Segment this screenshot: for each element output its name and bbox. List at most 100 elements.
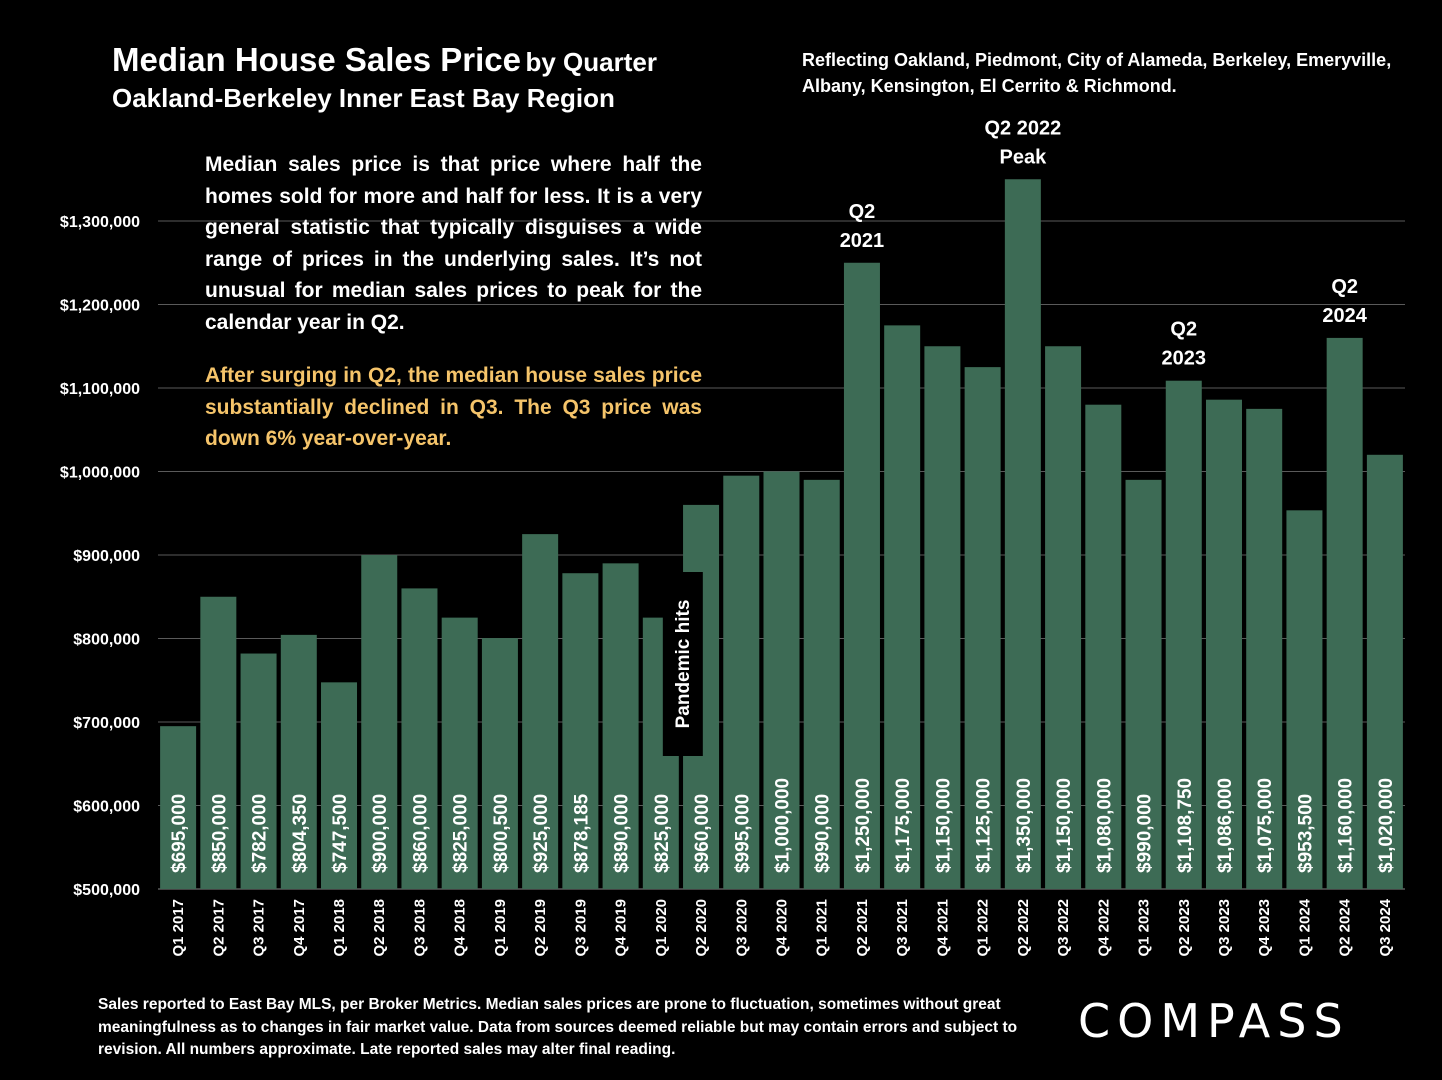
- data-label: $1,175,000: [893, 778, 914, 873]
- title-by: by Quarter: [525, 47, 657, 77]
- data-label: $878,185: [571, 793, 592, 873]
- bar: [200, 596, 237, 889]
- data-label: $825,000: [652, 794, 673, 873]
- data-label: $1,080,000: [1094, 778, 1115, 873]
- explanatory-note: Median sales price is that price where h…: [205, 149, 702, 477]
- peak-annotation: 2024: [1322, 305, 1367, 327]
- x-tick-label: Q1 2022: [975, 899, 992, 957]
- data-label: $1,350,000: [1014, 778, 1035, 873]
- data-label: $850,000: [209, 794, 230, 873]
- x-tick-label: Q4 2021: [934, 899, 951, 957]
- peak-annotation: Q2 2022: [984, 117, 1061, 139]
- data-label: $747,500: [330, 794, 351, 873]
- bar: [763, 471, 800, 889]
- x-tick-label: Q1 2023: [1136, 899, 1153, 957]
- x-tick-label: Q4 2020: [774, 899, 791, 957]
- bar: [1205, 399, 1242, 889]
- pandemic-callout-text: Pandemic hits: [673, 600, 694, 729]
- data-label: $900,000: [370, 794, 391, 873]
- x-tick-label: Q4 2017: [291, 899, 308, 957]
- y-tick-label: $1,200,000: [60, 298, 140, 315]
- bar: [321, 682, 358, 889]
- pandemic-callout-box: [662, 572, 703, 756]
- data-label: $1,086,000: [1215, 778, 1236, 873]
- bar: [1004, 179, 1041, 889]
- chart-subtitle: Oakland-Berkeley Inner East Bay Region: [112, 83, 615, 113]
- x-tick-label: Q2 2021: [854, 899, 871, 957]
- bar: [522, 534, 559, 889]
- bar: [1366, 454, 1403, 889]
- bar: [1246, 408, 1283, 889]
- x-tick-label: Q2 2024: [1337, 898, 1354, 956]
- data-label: $1,160,000: [1336, 778, 1357, 873]
- bar: [562, 573, 599, 889]
- x-tick-label: Q1 2019: [492, 899, 509, 957]
- x-tick-label: Q3 2022: [1055, 899, 1072, 957]
- y-tick-label: $1,100,000: [60, 381, 140, 398]
- x-tick-label: Q2 2019: [532, 899, 549, 957]
- x-tick-label: Q2 2023: [1176, 899, 1193, 957]
- data-label: $825,000: [451, 794, 472, 873]
- x-tick-label: Q2 2017: [210, 899, 227, 957]
- data-label: $1,075,000: [1255, 778, 1276, 873]
- data-label: $804,350: [290, 794, 311, 873]
- y-tick-label: $900,000: [73, 548, 140, 565]
- y-tick-label: $600,000: [73, 799, 140, 816]
- data-label: $995,000: [732, 794, 753, 873]
- x-tick-label: Q3 2021: [894, 899, 911, 957]
- data-label: $1,000,000: [773, 778, 794, 873]
- peak-annotation: Q2: [849, 201, 876, 223]
- data-label: $782,000: [250, 794, 271, 873]
- data-label: $990,000: [813, 794, 834, 873]
- data-label: $860,000: [410, 794, 431, 873]
- bar: [401, 588, 438, 889]
- bar: [481, 638, 518, 889]
- x-tick-label: Q4 2018: [452, 899, 469, 957]
- x-tick-label: Q1 2017: [170, 899, 187, 957]
- x-tick-label: Q3 2019: [572, 899, 589, 957]
- data-label: $890,000: [612, 794, 633, 873]
- peak-annotation: 2023: [1162, 348, 1207, 370]
- bar: [723, 475, 760, 889]
- x-tick-label: Q4 2019: [613, 899, 630, 957]
- bar: [843, 262, 880, 889]
- peak-annotation: Peak: [999, 146, 1047, 168]
- peak-annotation: 2021: [840, 230, 885, 252]
- bar: [803, 479, 840, 889]
- note-paragraph-1: Median sales price is that price where h…: [205, 153, 702, 334]
- y-tick-label: $800,000: [73, 632, 140, 649]
- bar: [1326, 337, 1363, 889]
- peak-annotation: Q2: [1331, 276, 1358, 298]
- bar: [240, 653, 277, 889]
- data-label: $990,000: [1135, 794, 1156, 873]
- x-tick-label: Q3 2020: [733, 899, 750, 957]
- x-tick-label: Q1 2020: [653, 899, 670, 957]
- bar: [361, 555, 398, 889]
- data-label: $960,000: [692, 794, 713, 873]
- x-tick-label: Q3 2018: [411, 899, 428, 957]
- y-tick-label: $700,000: [73, 715, 140, 732]
- bar: [1125, 479, 1162, 889]
- y-tick-label: $1,300,000: [60, 214, 140, 231]
- bar: [884, 325, 921, 889]
- x-tick-label: Q1 2021: [814, 899, 831, 957]
- x-tick-label: Q4 2022: [1095, 899, 1112, 957]
- x-tick-label: Q2 2020: [693, 899, 710, 957]
- data-label: $1,108,750: [1175, 778, 1196, 873]
- data-label: $1,125,000: [974, 778, 995, 873]
- x-tick-label: Q3 2024: [1377, 898, 1394, 956]
- bar: [1165, 380, 1202, 889]
- bar: [160, 726, 197, 889]
- x-tick-label: Q4 2023: [1256, 899, 1273, 957]
- bar: [602, 563, 639, 889]
- data-label: $1,150,000: [1054, 778, 1075, 873]
- x-tick-label: Q1 2018: [331, 899, 348, 957]
- chart-title: Median House Sales Price by Quarter: [112, 40, 657, 87]
- data-label: $953,500: [1295, 794, 1316, 873]
- bar: [1286, 510, 1323, 889]
- bar: [1045, 346, 1082, 889]
- bar: [1085, 404, 1122, 889]
- data-label: $695,000: [169, 794, 190, 873]
- x-tick-label: Q1 2024: [1296, 898, 1313, 956]
